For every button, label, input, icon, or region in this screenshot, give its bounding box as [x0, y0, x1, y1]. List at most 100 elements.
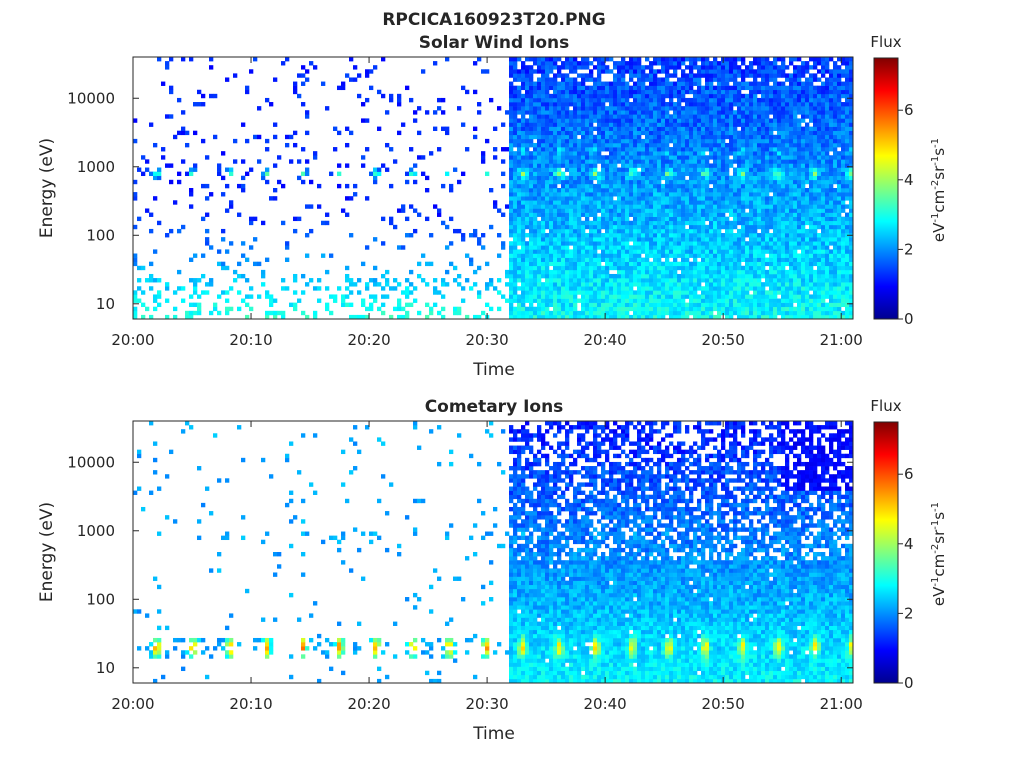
heatmap-cell: [717, 126, 722, 131]
heatmap-cell: [693, 310, 698, 316]
heatmap-cell: [593, 314, 598, 320]
heatmap-cell: [681, 310, 686, 316]
heatmap-cell: [553, 310, 558, 316]
heatmap-cell: [577, 269, 582, 275]
heatmap-cell: [601, 196, 606, 201]
heatmap-cell: [589, 241, 594, 246]
heatmap-cell: [753, 130, 758, 136]
heatmap-cell: [589, 183, 594, 189]
heatmap-cell: [749, 306, 754, 312]
heatmap-cell: [145, 306, 150, 312]
heatmap-cell: [521, 114, 526, 119]
heatmap-cell: [305, 69, 310, 74]
heatmap-cell: [245, 278, 250, 283]
heatmap-cell: [481, 233, 486, 238]
heatmap-cell: [713, 61, 718, 66]
heatmap-cell: [625, 179, 630, 185]
heatmap-cell: [665, 241, 670, 246]
heatmap-cell: [733, 130, 738, 136]
heatmap-cell: [653, 306, 658, 312]
heatmap-cell: [521, 310, 526, 316]
heatmap-cell: [573, 245, 578, 250]
heatmap-cell: [221, 175, 226, 181]
heatmap-cell: [305, 171, 310, 177]
heatmap-cell: [221, 261, 226, 267]
heatmap-cell: [537, 155, 542, 160]
heatmap-cell: [733, 73, 738, 78]
heatmap-cell: [565, 142, 570, 148]
heatmap-cell: [341, 208, 346, 213]
heatmap-cell: [517, 265, 522, 271]
heatmap-cell: [577, 314, 582, 320]
heatmap-cell: [641, 110, 646, 115]
heatmap-cell: [781, 253, 786, 258]
heatmap-cell: [653, 155, 658, 160]
heatmap-cell: [725, 118, 730, 123]
heatmap-cell: [549, 282, 554, 287]
heatmap-cell: [613, 298, 618, 303]
heatmap-cell: [601, 282, 606, 287]
heatmap-cell: [225, 249, 230, 254]
heatmap-cell: [777, 175, 782, 181]
heatmap-cell: [529, 73, 534, 78]
heatmap-cell: [601, 278, 606, 283]
heatmap-cell: [613, 233, 618, 238]
heatmap-cell: [537, 273, 542, 279]
heatmap-cell: [181, 224, 186, 230]
heatmap-cell: [725, 61, 730, 66]
heatmap-cell: [525, 155, 530, 160]
heatmap-cell: [609, 142, 614, 148]
heatmap-cell: [641, 77, 646, 82]
heatmap-cell: [293, 302, 298, 308]
heatmap-cell: [485, 286, 490, 291]
heatmap-cell: [753, 302, 758, 308]
heatmap-cell: [553, 97, 558, 103]
heatmap-cell: [753, 61, 758, 66]
heatmap-cell: [585, 261, 590, 267]
heatmap-cell: [601, 314, 606, 320]
heatmap-cell: [645, 257, 650, 262]
heatmap-cell: [785, 216, 790, 222]
heatmap-cell: [729, 130, 734, 136]
heatmap-cell: [549, 175, 554, 181]
heatmap-cell: [549, 167, 554, 172]
heatmap-cell: [741, 314, 746, 320]
heatmap-cell: [533, 314, 538, 320]
heatmap-cell: [629, 93, 634, 99]
heatmap-cell: [313, 286, 318, 291]
heatmap-cell: [577, 175, 582, 181]
heatmap-cell: [193, 286, 198, 291]
heatmap-cell: [153, 175, 158, 181]
heatmap-cell: [545, 85, 550, 91]
heatmap-cell: [517, 204, 522, 209]
heatmap-cell: [581, 81, 586, 86]
heatmap-cell: [509, 122, 514, 127]
heatmap-cell: [537, 269, 542, 275]
heatmap-cell: [705, 253, 710, 258]
heatmap-cell: [745, 118, 750, 123]
heatmap-cell: [569, 93, 574, 99]
heatmap-cell: [257, 134, 262, 140]
heatmap-cell: [721, 175, 726, 181]
heatmap-cell: [645, 265, 650, 271]
heatmap-cell: [617, 204, 622, 209]
heatmap-cell: [725, 294, 730, 299]
heatmap-cell: [581, 294, 586, 299]
heatmap-cell: [681, 302, 686, 308]
heatmap-cell: [549, 179, 554, 185]
heatmap-cell: [665, 118, 670, 123]
heatmap-cell: [761, 179, 766, 185]
heatmap-cell: [717, 241, 722, 246]
heatmap-cell: [613, 245, 618, 250]
heatmap-cell: [157, 171, 162, 177]
heatmap-cell: [301, 171, 306, 177]
heatmap-cell: [773, 298, 778, 303]
heatmap-cell: [569, 278, 574, 283]
heatmap-cell: [693, 228, 698, 234]
heatmap-cell: [525, 208, 530, 213]
heatmap-cell: [593, 302, 598, 308]
heatmap-cell: [653, 159, 658, 164]
heatmap-cell: [785, 110, 790, 115]
heatmap-cell: [577, 122, 582, 127]
heatmap-cell: [773, 188, 778, 193]
